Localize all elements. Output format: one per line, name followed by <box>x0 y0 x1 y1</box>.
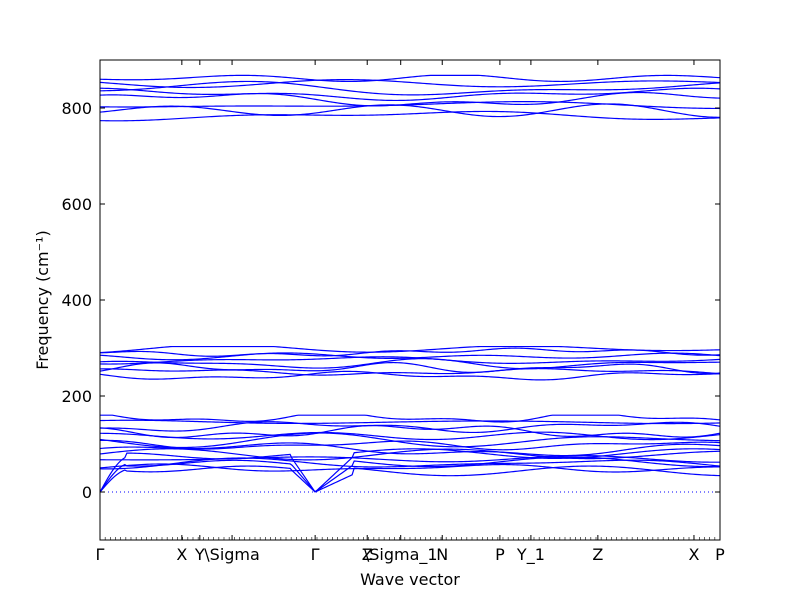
x-tick-label: X <box>688 545 699 564</box>
x-axis-ticks: Γ X Y \Sigma Γ Z\Sigma_1N P Y_1 Z X P <box>96 60 725 565</box>
x-tick-label: \Sigma <box>204 545 260 564</box>
x-tick-label: Z <box>362 545 373 564</box>
band-optic-8 <box>100 425 720 439</box>
x-tick-label: \Sigma_1 <box>364 545 438 565</box>
band-optic-27 <box>100 74 720 83</box>
band-optic-6 <box>100 432 720 449</box>
y-tick-label: 400 <box>61 291 92 310</box>
band-optic-26 <box>100 78 720 89</box>
y-tick-label: 800 <box>61 99 92 118</box>
band-optic-17 <box>100 352 720 361</box>
y-axis-label: Frequency (cm⁻¹) <box>33 230 52 369</box>
band-optic-24 <box>100 87 720 102</box>
band-optic-19 <box>100 345 720 354</box>
band-optic-20 <box>100 110 720 122</box>
x-tick-label: Y <box>194 545 205 564</box>
x-tick-label: N <box>436 545 448 564</box>
band-optic-5 <box>100 439 720 451</box>
y-tick-label: 600 <box>61 195 92 214</box>
x-tick-label: Γ <box>96 545 105 564</box>
band-optic-0 <box>100 463 720 473</box>
band-optic-12 <box>100 370 720 381</box>
x-tick-label: X <box>176 545 187 564</box>
band-optic-9 <box>100 421 720 434</box>
phonon-bands <box>100 74 720 493</box>
band-optic-25 <box>100 80 720 96</box>
x-tick-label: P <box>715 545 725 564</box>
band-optic-13 <box>100 367 720 376</box>
x-tick-label: Γ <box>311 545 320 564</box>
y-tick-label: 200 <box>61 387 92 406</box>
y-axis-ticks: 0 200 400 600 800 <box>61 99 720 502</box>
band-optic-10 <box>100 419 720 425</box>
x-tick-label: Z <box>592 545 603 564</box>
band-acoustic-0 <box>100 465 720 493</box>
band-optic-2 <box>100 454 720 463</box>
x-tick-label: Y_1 <box>516 545 545 565</box>
band-optic-4 <box>100 442 720 457</box>
band-optic-3 <box>100 448 720 461</box>
x-axis-label: Wave vector <box>360 570 460 589</box>
band-optic-14 <box>100 361 720 375</box>
y-tick-label: 0 <box>82 483 92 502</box>
band-acoustic-2 <box>100 448 720 493</box>
band-optic-22 <box>100 101 720 110</box>
band-optic-11 <box>100 414 720 423</box>
band-optic-1 <box>100 457 720 470</box>
x-tick-label: P <box>495 545 505 564</box>
band-optic-15 <box>100 358 720 370</box>
band-optic-7 <box>100 431 720 441</box>
